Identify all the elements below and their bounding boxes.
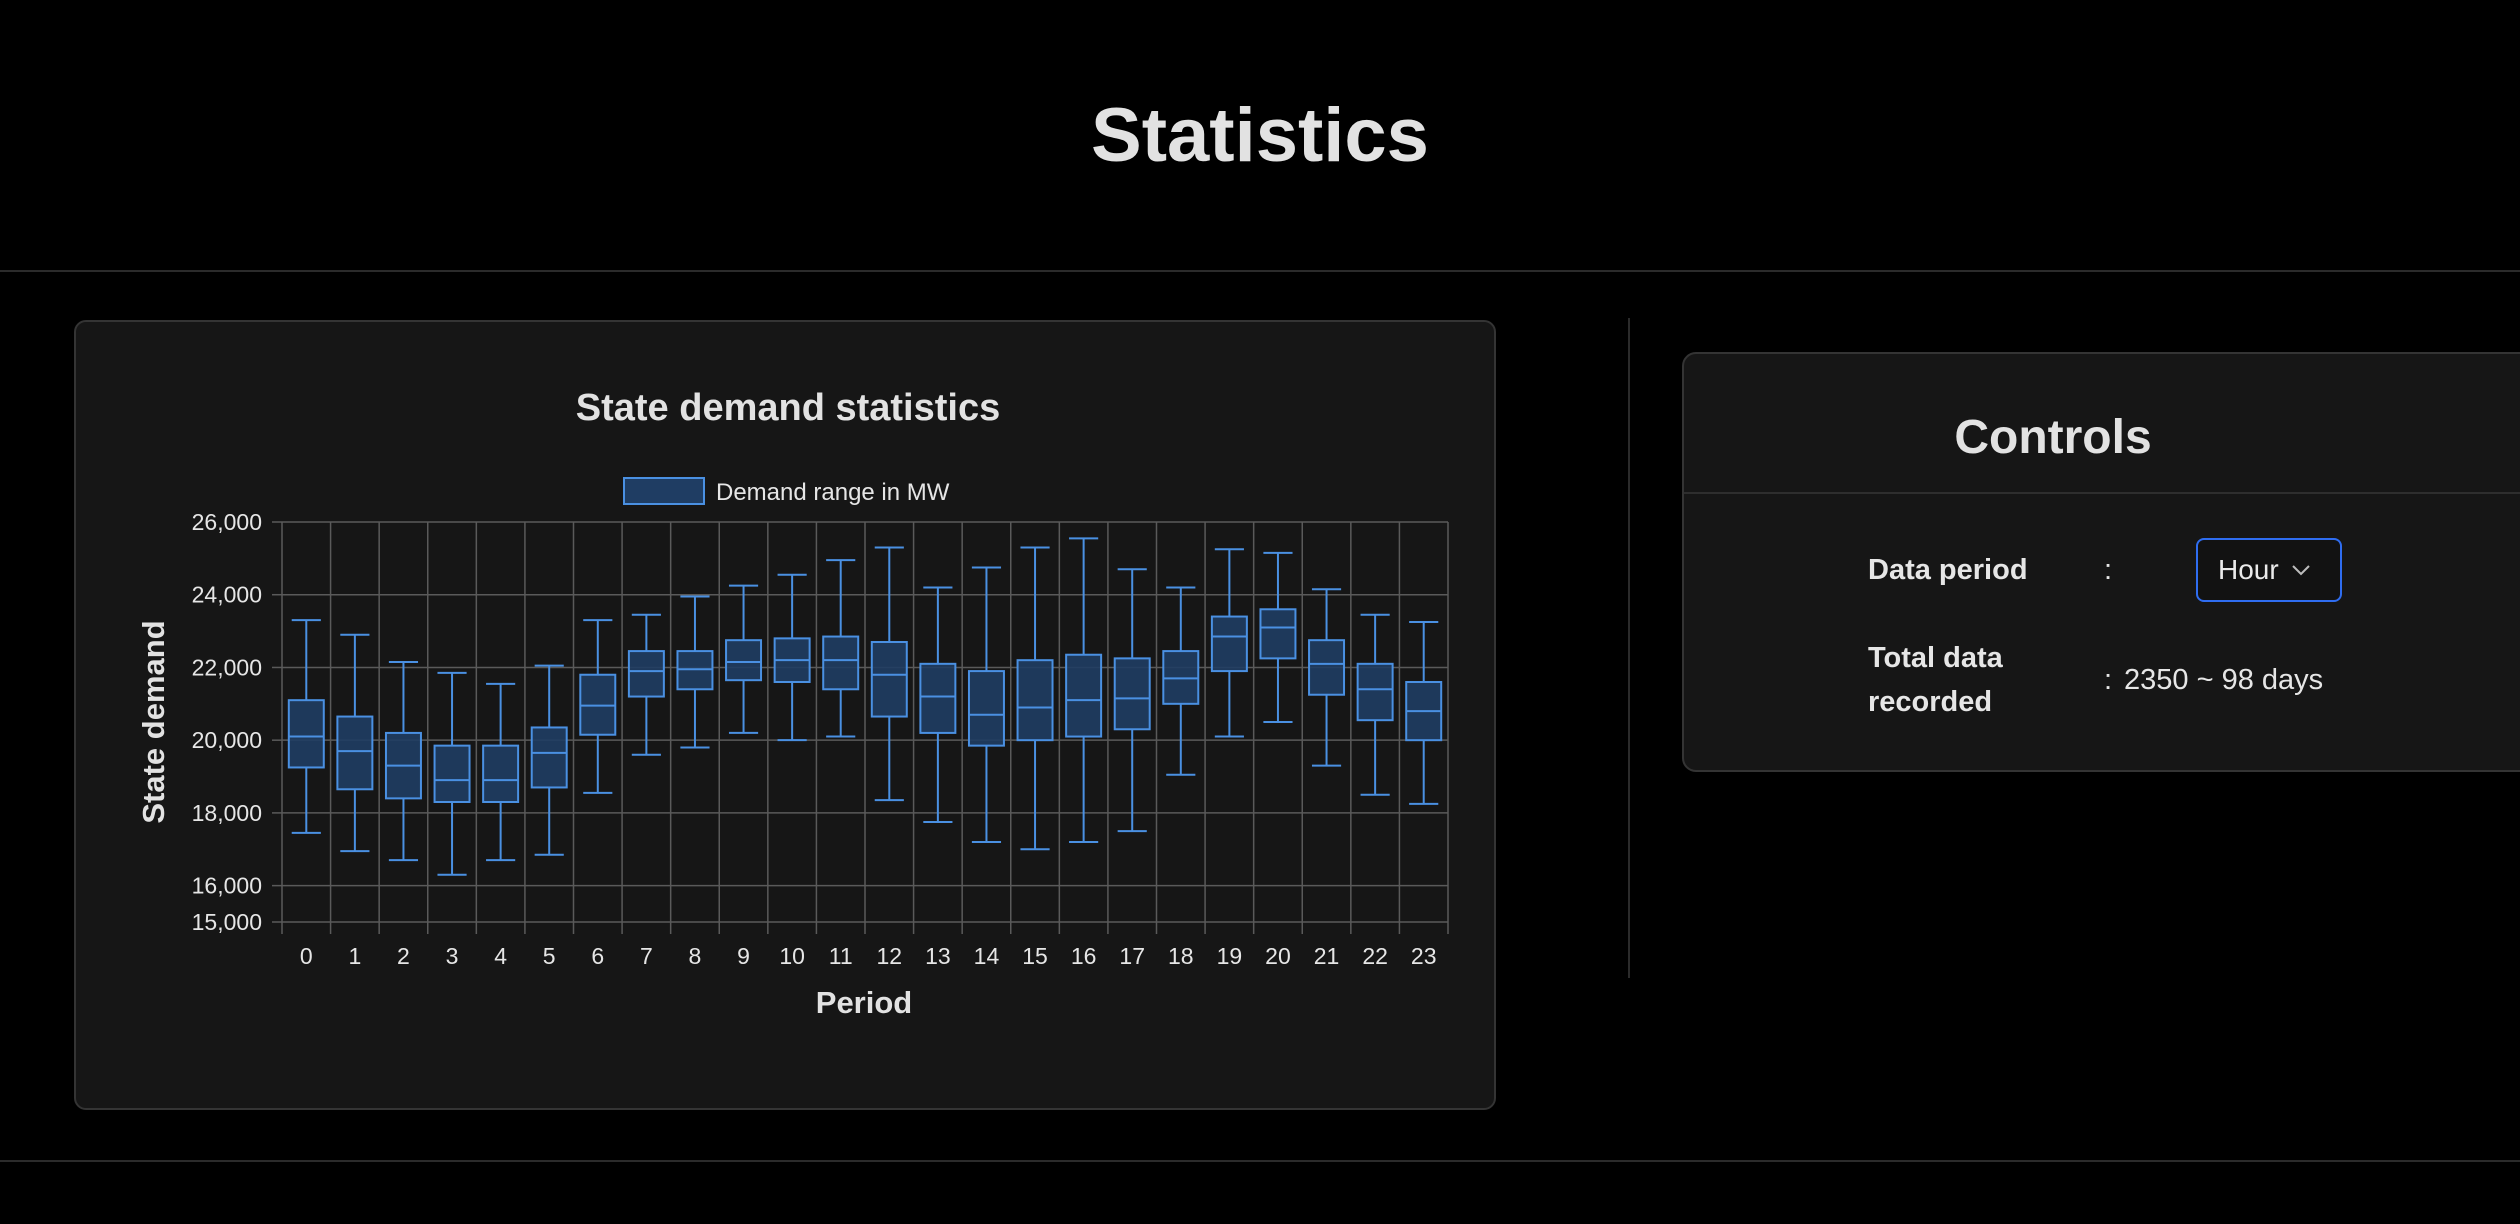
y-tick-label: 16,000 (192, 873, 262, 899)
x-tick-label: 23 (1411, 943, 1437, 969)
box-18[interactable] (1163, 587, 1198, 774)
controls-card: Controls Data period : Hour Total data r… (1682, 352, 2520, 772)
header-divider (0, 270, 2520, 272)
x-tick-label: 8 (689, 943, 702, 969)
legend-swatch[interactable] (624, 478, 704, 504)
chart-card: State demand statistics Demand range in … (74, 320, 1496, 1110)
y-axis-label: State demand (136, 620, 171, 823)
box-12[interactable] (872, 547, 907, 800)
box-16[interactable] (1066, 538, 1101, 842)
footer-divider (0, 1160, 2520, 1162)
x-tick-label: 19 (1217, 943, 1243, 969)
box-9[interactable] (726, 586, 761, 733)
box-iqr (629, 651, 664, 696)
box-iqr (726, 640, 761, 680)
box-8[interactable] (677, 597, 712, 748)
box-iqr (920, 664, 955, 733)
x-tick-label: 18 (1168, 943, 1194, 969)
box-22[interactable] (1358, 615, 1393, 795)
box-iqr (1115, 658, 1150, 729)
box-plot-chart: State demand statistics Demand range in … (76, 322, 1498, 1112)
x-tick-label: 13 (925, 943, 951, 969)
box-7[interactable] (629, 615, 664, 755)
box-iqr (1066, 655, 1101, 737)
controls-divider (1684, 492, 2520, 494)
y-tick-label: 22,000 (192, 654, 262, 680)
box-19[interactable] (1212, 549, 1247, 736)
data-period-value: Hour (2218, 554, 2279, 586)
data-period-label: Data period (1868, 548, 2028, 592)
y-tick-label: 15,000 (192, 909, 262, 935)
y-tick-label: 26,000 (192, 509, 262, 535)
box-14[interactable] (969, 567, 1004, 842)
x-tick-label: 0 (300, 943, 313, 969)
x-tick-label: 5 (543, 943, 556, 969)
box-6[interactable] (580, 620, 615, 793)
box-iqr (337, 717, 372, 790)
box-iqr (1018, 660, 1053, 740)
x-tick-label: 17 (1119, 943, 1145, 969)
box-13[interactable] (920, 587, 955, 822)
box-5[interactable] (532, 666, 567, 855)
box-iqr (1358, 664, 1393, 720)
x-tick-label: 20 (1265, 943, 1291, 969)
box-iqr (435, 746, 470, 802)
box-20[interactable] (1260, 553, 1295, 722)
box-0[interactable] (289, 620, 324, 833)
box-iqr (872, 642, 907, 717)
x-tick-label: 1 (348, 943, 361, 969)
chart-title: State demand statistics (576, 387, 1000, 429)
x-tick-label: 9 (737, 943, 750, 969)
x-tick-label: 4 (494, 943, 507, 969)
box-iqr (289, 700, 324, 767)
box-21[interactable] (1309, 589, 1344, 765)
total-data-label-line1: Total data (1868, 636, 2003, 680)
box-iqr (1260, 609, 1295, 658)
x-tick-label: 16 (1071, 943, 1097, 969)
box-iqr (969, 671, 1004, 746)
box-15[interactable] (1018, 547, 1053, 849)
box-iqr (1212, 617, 1247, 672)
total-data-colon: : (2104, 658, 2112, 702)
x-tick-label: 12 (876, 943, 902, 969)
box-4[interactable] (483, 684, 518, 860)
x-tick-label: 6 (591, 943, 604, 969)
x-axis-label: Period (816, 985, 912, 1020)
x-tick-label: 21 (1314, 943, 1340, 969)
x-tick-label: 11 (829, 943, 853, 969)
x-tick-label: 7 (640, 943, 653, 969)
chevron-down-icon (2291, 563, 2311, 577)
box-iqr (1309, 640, 1344, 695)
box-11[interactable] (823, 560, 858, 736)
x-tick-label: 10 (779, 943, 805, 969)
box-23[interactable] (1406, 622, 1441, 804)
legend-label: Demand range in MW (716, 479, 950, 506)
total-data-label-line2: recorded (1868, 680, 1992, 724)
x-tick-label: 3 (446, 943, 459, 969)
data-period-select[interactable]: Hour (2196, 538, 2342, 602)
box-iqr (823, 637, 858, 690)
column-divider (1628, 318, 1630, 978)
box-iqr (532, 727, 567, 787)
x-tick-label: 22 (1362, 943, 1388, 969)
controls-title: Controls (1684, 410, 2422, 465)
box-iqr (483, 746, 518, 802)
y-tick-label: 24,000 (192, 582, 262, 608)
page-title: Statistics (0, 92, 2520, 179)
total-data-value: 2350 ~ 98 days (2124, 658, 2323, 702)
x-tick-label: 15 (1022, 943, 1048, 969)
x-tick-label: 14 (974, 943, 1000, 969)
box-2[interactable] (386, 662, 421, 860)
y-tick-label: 18,000 (192, 800, 262, 826)
data-period-colon: : (2104, 548, 2112, 592)
box-17[interactable] (1115, 569, 1150, 831)
x-tick-label: 2 (397, 943, 410, 969)
y-tick-label: 20,000 (192, 727, 262, 753)
box-10[interactable] (775, 575, 810, 740)
box-3[interactable] (435, 673, 470, 875)
